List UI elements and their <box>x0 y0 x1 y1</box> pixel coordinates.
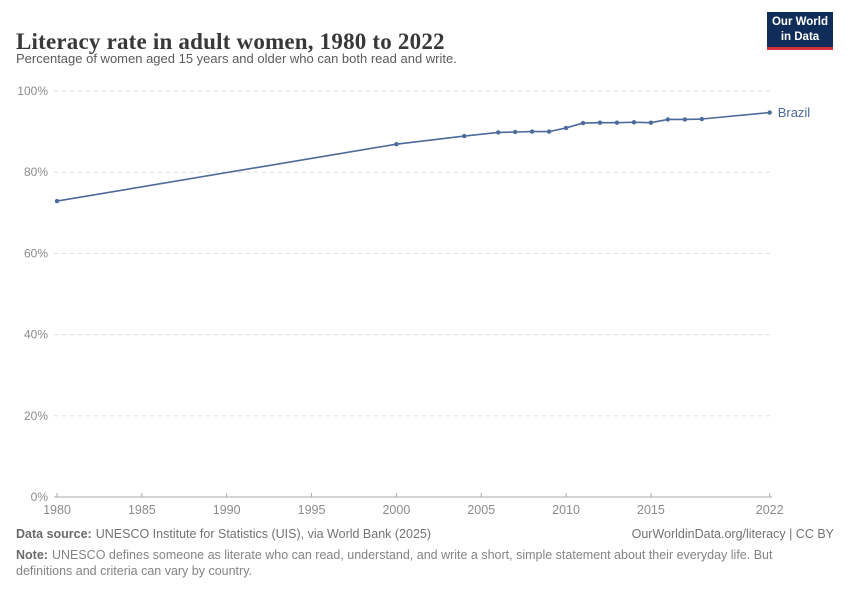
owid-logo-line2: in Data <box>780 30 820 43</box>
data-point[interactable] <box>767 110 772 115</box>
y-tick-label: 80% <box>24 165 48 179</box>
data-point[interactable] <box>648 120 654 125</box>
owid-logo-line1: Our World <box>771 16 828 29</box>
data-point[interactable] <box>682 117 688 122</box>
data-source-line: Data source: UNESCO Institute for Statist… <box>16 527 431 541</box>
data-point[interactable] <box>529 129 535 134</box>
data-point[interactable] <box>614 120 620 125</box>
data-point[interactable] <box>699 116 705 122</box>
note-text: UNESCO defines someone as literate who c… <box>16 548 773 579</box>
line-chart[interactable]: 0% 20% 40% 60% 80% 100% 1980 1985 1990 1995 2000 20… <box>0 84 850 530</box>
data-point[interactable] <box>546 129 552 134</box>
x-tick-label: 2000 <box>382 503 410 517</box>
x-tick-label: 1980 <box>43 503 71 517</box>
chart-subtitle: Percentage of women aged 15 years and ol… <box>16 51 457 66</box>
y-tick-label: 20% <box>24 409 48 423</box>
series-line <box>56 111 770 202</box>
data-point[interactable] <box>665 117 671 122</box>
data-point[interactable] <box>597 120 603 125</box>
series-label[interactable]: Brazil <box>778 105 811 120</box>
note-label: Note: <box>16 548 48 562</box>
data-point[interactable] <box>495 130 501 135</box>
data-point[interactable] <box>462 133 467 139</box>
data-point[interactable] <box>563 125 569 131</box>
x-tick-label: 1995 <box>298 503 326 517</box>
x-tick-label: 1985 <box>128 503 156 517</box>
x-tick-label: 2005 <box>467 503 495 517</box>
chart-area: 0% 20% 40% 60% 80% 100% 1980 1985 1990 1995 2000 20… <box>0 84 850 530</box>
attribution-link[interactable]: OurWorldinData.org/literacy | CC BY <box>631 527 834 541</box>
data-point[interactable] <box>394 141 399 147</box>
x-tick-label: 2022 <box>756 503 784 517</box>
chart-footer: Data source: UNESCO Institute for Statist… <box>16 527 834 580</box>
y-tick-label: 100% <box>17 85 48 98</box>
data-point[interactable] <box>631 120 637 125</box>
page-title: Literacy rate in adult women, 1980 to 20… <box>16 29 445 55</box>
y-tick-label: 60% <box>24 246 48 260</box>
x-tick-label: 2010 <box>552 503 580 517</box>
data-source-text: UNESCO Institute for Statistics (UIS), v… <box>95 527 432 541</box>
data-point[interactable] <box>54 198 60 204</box>
data-source-label: Data source: <box>16 527 92 541</box>
data-point[interactable] <box>512 129 518 135</box>
y-tick-label: 40% <box>24 328 48 342</box>
data-point[interactable] <box>580 120 586 126</box>
x-tick-label: 1990 <box>213 503 241 517</box>
owid-logo[interactable]: Our World in Data <box>767 12 833 50</box>
note-line: Note: UNESCO defines someone as literate … <box>16 547 776 580</box>
x-tick-label: 2015 <box>637 503 665 517</box>
y-tick-label: 0% <box>31 490 49 504</box>
